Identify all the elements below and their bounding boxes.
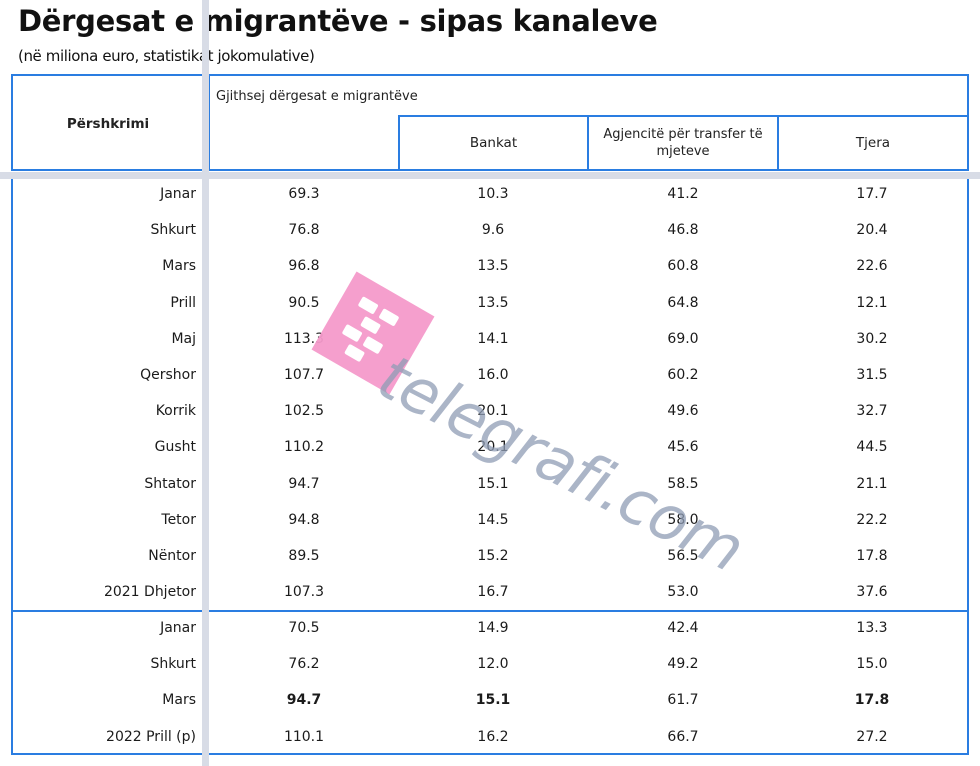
cell-agjencite: 60.8 — [667, 258, 699, 275]
cell-tjera: 15.0 — [856, 656, 888, 673]
row-label: Nëntor — [148, 548, 196, 564]
row-label: Mars — [162, 258, 196, 275]
header-col-tjera: Tjera — [777, 115, 969, 171]
row-label: Shtator — [144, 475, 196, 492]
cell-tjera: 27.2 — [856, 728, 888, 745]
cell-tjera: 12.1 — [856, 294, 888, 311]
cell-agjencite: 41.2 — [667, 186, 699, 202]
freeze-pane-vertical — [202, 0, 209, 766]
cell-total: 89.5 — [288, 548, 320, 564]
cell-agjencite: 49.2 — [667, 656, 699, 673]
cell-tjera: 21.1 — [856, 475, 888, 492]
page-subtitle: (në miliona euro, statistikat jokomulati… — [18, 47, 315, 65]
cell-agjencite: 53.0 — [667, 584, 699, 601]
cell-bankat: 14.9 — [477, 620, 509, 636]
cell-bankat: 12.0 — [477, 656, 509, 673]
header-group-label: Gjithsej dërgesat e migrantëve — [216, 89, 418, 104]
cell-total: 90.5 — [288, 294, 320, 311]
cell-tjera: 22.6 — [856, 258, 888, 275]
cell-agjencite: 60.2 — [667, 367, 699, 383]
row-label: Qershor — [140, 367, 196, 383]
cell-agjencite: 61.7 — [667, 692, 699, 709]
row-label: Prill — [170, 294, 196, 311]
cell-bankat: 16.2 — [477, 728, 509, 745]
cell-total: 110.1 — [283, 728, 325, 745]
cell-tjera: 13.3 — [856, 620, 888, 636]
cell-tjera: 20.4 — [856, 222, 888, 239]
cell-agjencite: 58.5 — [667, 475, 699, 492]
header-description-label: Përshkrimi — [66, 116, 150, 132]
header-description-cell: Përshkrimi — [11, 74, 205, 171]
cell-agjencite: 46.8 — [667, 222, 699, 239]
page-title: Dërgesat e migrantëve - sipas kanaleve — [18, 4, 658, 38]
cell-bankat: 10.3 — [477, 186, 509, 202]
cell-bankat: 9.6 — [481, 222, 505, 239]
row-label: Korrik — [155, 403, 196, 420]
cell-total: 76.8 — [288, 222, 320, 239]
cell-bankat: 13.5 — [477, 294, 509, 311]
cell-bankat: 20.1 — [477, 439, 509, 456]
row-label: Shkurt — [150, 656, 196, 673]
body-section-2022 — [11, 610, 969, 755]
cell-tjera: 17.8 — [856, 548, 888, 564]
cell-total: 69.3 — [288, 186, 320, 202]
cell-agjencite: 49.6 — [667, 403, 699, 420]
row-label: Shkurt — [150, 222, 196, 239]
cell-total: 70.5 — [288, 620, 320, 636]
cell-agjencite: 56.5 — [667, 548, 699, 564]
cell-tjera: 31.5 — [856, 367, 888, 383]
cell-bankat: 16.7 — [477, 584, 509, 601]
cell-bankat: 14.1 — [477, 330, 509, 347]
cell-tjera: 37.6 — [856, 584, 888, 601]
cell-bankat: 20.1 — [477, 403, 509, 420]
row-label: Janar — [160, 186, 196, 202]
cell-tjera: 32.7 — [856, 403, 888, 420]
cell-bankat: 15.2 — [477, 548, 509, 564]
row-label: 2021 Dhjetor — [103, 584, 196, 601]
cell-total: 94.7 — [288, 475, 320, 492]
cell-total: 76.2 — [288, 656, 320, 673]
cell-bankat: 15.1 — [477, 475, 509, 492]
header-col-tjera-label: Tjera — [855, 135, 891, 151]
cell-agjencite: 69.0 — [667, 330, 699, 347]
cell-total: 102.5 — [283, 403, 325, 420]
cell-total: 107.3 — [283, 584, 325, 601]
row-label: Tetor — [161, 511, 196, 528]
row-label: Gusht — [154, 439, 196, 456]
header-col-agjencite-label: Agjencitë për transfer të mjeteve — [603, 127, 763, 159]
row-label: Janar — [160, 620, 196, 636]
cell-bankat: 13.5 — [477, 258, 509, 275]
freeze-pane-horizontal — [0, 172, 980, 179]
cell-agjencite: 64.8 — [667, 294, 699, 311]
cell-bankat: 15.1 — [475, 692, 511, 709]
cell-agjencite: 45.6 — [667, 439, 699, 456]
cell-tjera: 44.5 — [856, 439, 888, 456]
cell-total: 110.2 — [283, 439, 325, 456]
row-label: 2022 Prill (p) — [106, 728, 196, 745]
cell-bankat: 14.5 — [477, 511, 509, 528]
cell-bankat: 16.0 — [477, 367, 509, 383]
row-label: Mars — [162, 692, 196, 709]
cell-total: 94.8 — [288, 511, 320, 528]
cell-agjencite: 66.7 — [667, 728, 699, 745]
cell-tjera: 22.2 — [856, 511, 888, 528]
cell-total: 94.7 — [286, 692, 322, 709]
header-col-agjencite: Agjencitë për transfer të mjeteve — [587, 115, 779, 171]
body-section-2021 — [11, 178, 969, 612]
cell-tjera: 17.7 — [856, 186, 888, 202]
cell-total: 107.7 — [283, 367, 325, 383]
cell-total: 96.8 — [288, 258, 320, 275]
row-label: Maj — [171, 330, 196, 347]
header-col-bankat-label: Bankat — [469, 135, 518, 151]
cell-tjera: 17.8 — [854, 692, 890, 709]
cell-agjencite: 42.4 — [667, 620, 699, 636]
cell-agjencite: 58.0 — [667, 511, 699, 528]
cell-tjera: 30.2 — [856, 330, 888, 347]
header-col-bankat: Bankat — [398, 115, 589, 171]
